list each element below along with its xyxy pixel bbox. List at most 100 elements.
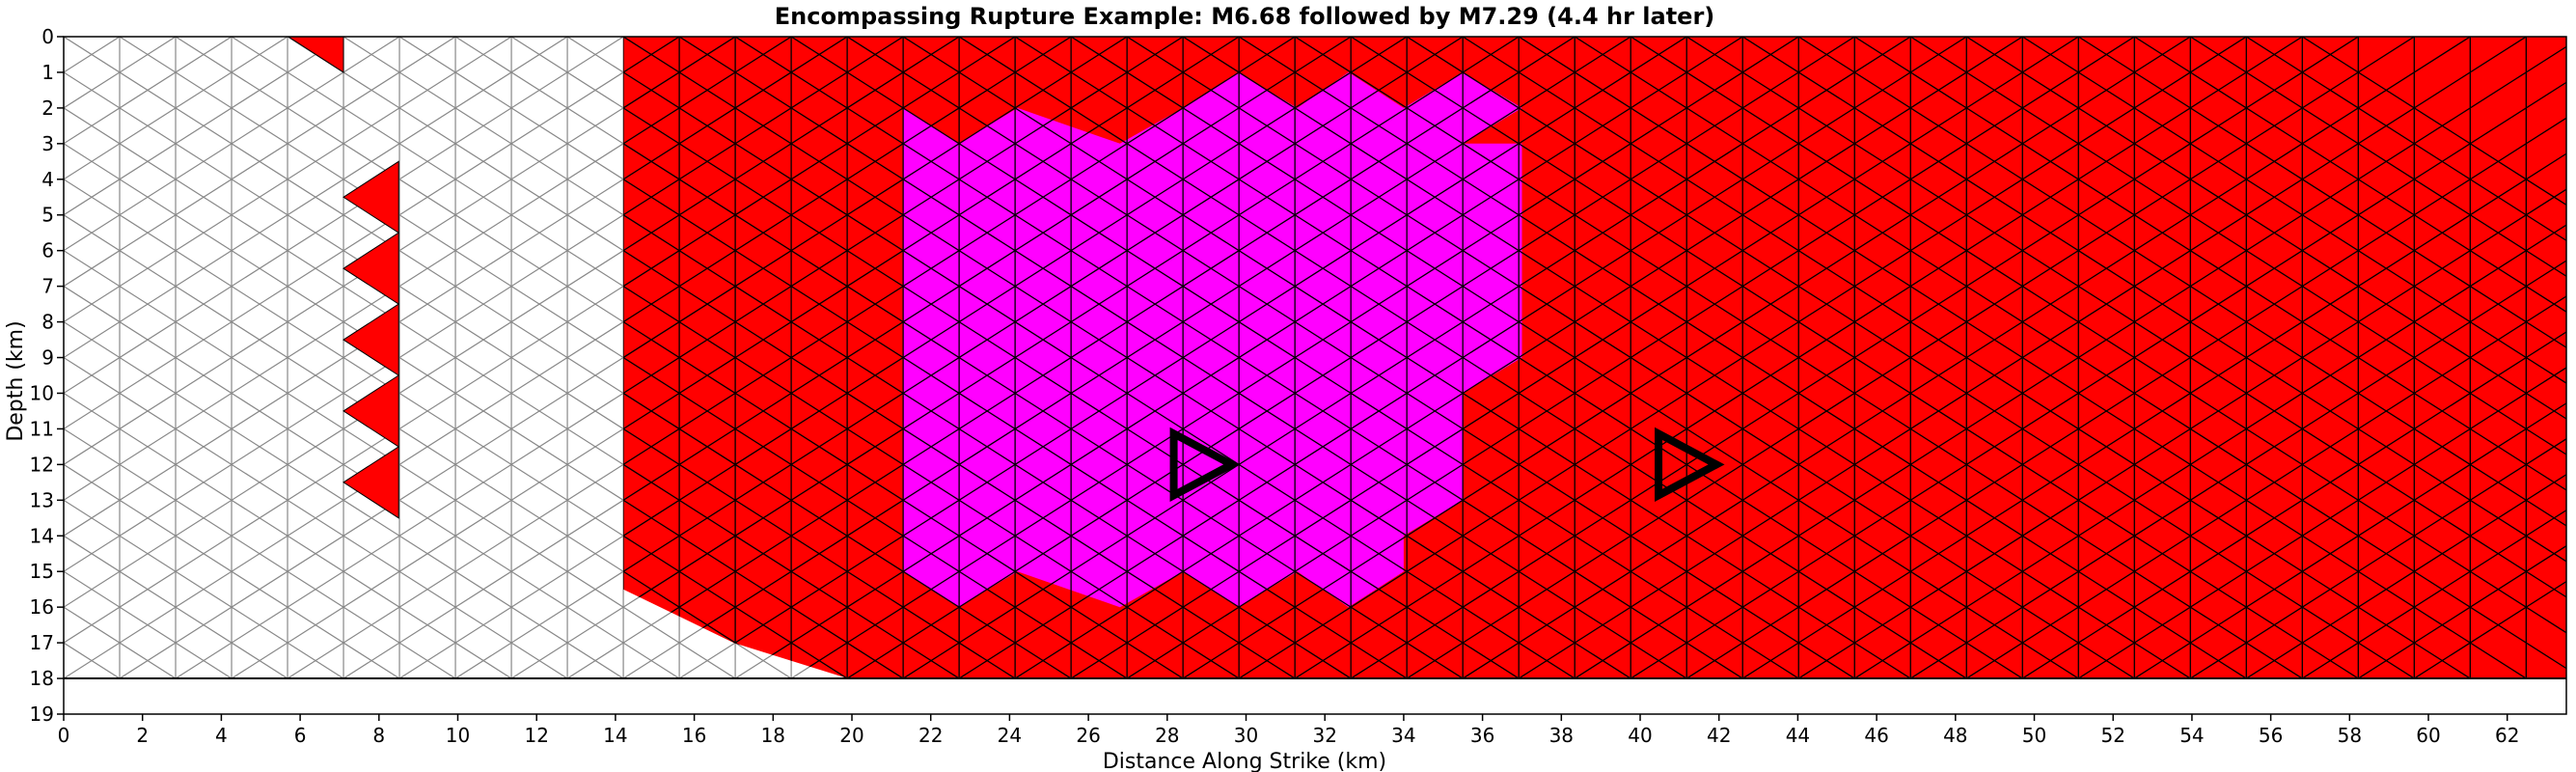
x-tick-label: 26	[1076, 724, 1100, 747]
y-tick-label: 19	[30, 703, 54, 726]
rupture-patch-6	[343, 445, 399, 519]
x-tick-label: 46	[1864, 724, 1888, 747]
x-tick-label: 16	[682, 724, 706, 747]
y-tick-label: 1	[41, 61, 54, 84]
mesh-line	[623, 275, 2566, 679]
mesh-line	[64, 320, 625, 679]
x-tick-label: 32	[1312, 724, 1336, 747]
rupture-fills	[287, 36, 2566, 679]
x-axis: 0 2 4 6 8 10 12 14 16 18 20 22 24 26 28 30 32 34 36 38 40 42 4…	[58, 714, 2519, 747]
mesh-line	[623, 61, 2566, 679]
x-tick-label: 8	[372, 724, 385, 747]
x-tick-label: 52	[2100, 724, 2124, 747]
x-tick-label: 36	[1470, 724, 1494, 747]
x-tick-label: 56	[2259, 724, 2283, 747]
x-tick-label: 24	[998, 724, 1022, 747]
axes-frame	[63, 36, 2567, 715]
y-tick-label: 10	[30, 381, 54, 404]
y-tick-label: 4	[41, 168, 54, 191]
y-tick-label: 16	[30, 595, 54, 619]
mesh-line	[623, 96, 2566, 679]
mesh-line	[64, 392, 513, 679]
rupture-patch-2	[343, 160, 399, 234]
y-tick-label: 3	[41, 132, 54, 155]
x-tick-label: 42	[1707, 724, 1731, 747]
x-tick-label: 44	[1786, 724, 1810, 747]
hypocenter-marker-1	[1169, 427, 1241, 503]
mesh-line	[623, 132, 2566, 679]
x-tick-label: 34	[1391, 724, 1415, 747]
x-tick-label: 54	[2179, 724, 2204, 747]
x-tick-label: 62	[2495, 724, 2519, 747]
mesh-line	[623, 37, 2566, 679]
y-tick-label: 13	[30, 488, 54, 511]
y-tick-label: 2	[41, 96, 54, 120]
mesh-line	[64, 356, 569, 679]
mesh-line	[64, 249, 737, 679]
y-tick-label: 0	[41, 25, 54, 48]
y-tick-label: 14	[30, 524, 54, 547]
y-axis-label: Depth (km)	[4, 320, 28, 441]
x-tick-label: 48	[1943, 724, 1967, 747]
x-tick-label: 6	[294, 724, 307, 747]
y-tick-label: 9	[41, 346, 54, 370]
x-tick-label: 10	[446, 724, 470, 747]
x-tick-label: 58	[2338, 724, 2362, 747]
mesh-line	[64, 37, 401, 252]
y-tick-label: 12	[30, 453, 54, 476]
plot-frame	[63, 36, 2567, 715]
x-tick-label: 28	[1155, 724, 1179, 747]
mesh-line	[623, 239, 2566, 679]
mesh-line	[64, 37, 569, 359]
mesh-line	[64, 37, 513, 323]
mesh-line	[623, 311, 2566, 679]
mesh-line	[623, 346, 2566, 679]
y-tick-label: 8	[41, 311, 54, 334]
x-tick-label: 14	[603, 724, 627, 747]
y-tick-label: 15	[30, 560, 54, 583]
y-tick-label: 6	[41, 239, 54, 262]
x-tick-label: 50	[2022, 724, 2046, 747]
mesh-line	[64, 427, 457, 679]
hypocenter-markers	[1169, 427, 1725, 503]
mesh-line	[64, 69, 853, 572]
y-tick-label: 7	[41, 275, 54, 298]
mesh-line	[64, 37, 681, 430]
